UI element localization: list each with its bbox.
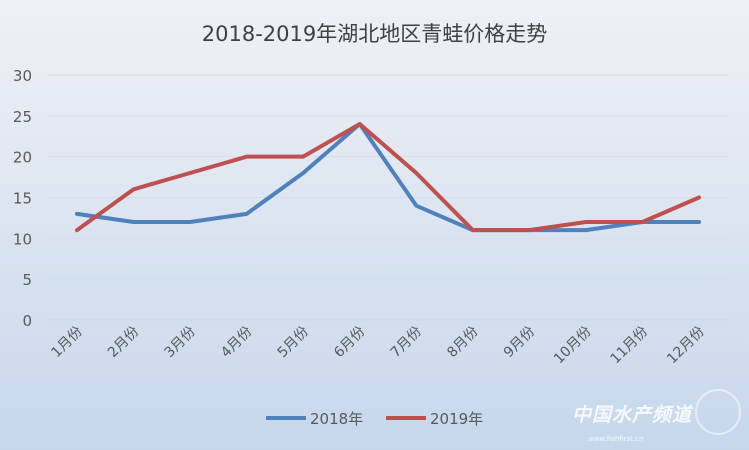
x-tick-label: 11月份 (608, 324, 652, 368)
x-tick-label: 1月份 (48, 324, 85, 361)
x-tick-label: 3月份 (161, 324, 198, 361)
y-tick-label: 10 (13, 230, 32, 248)
y-tick-label: 5 (22, 271, 32, 289)
watermark-url: www.fishfirst.cn (588, 435, 644, 443)
x-tick-label: 7月份 (388, 324, 425, 361)
y-tick-label: 30 (13, 67, 32, 85)
watermark-logo: 中国水产频道 (572, 404, 693, 426)
chart-title: 2018-2019年湖北地区青蛙价格走势 (201, 22, 548, 46)
x-tick-label: 6月份 (331, 324, 368, 361)
legend-label: 2018年 (310, 410, 363, 428)
y-tick-label: 20 (13, 149, 32, 167)
y-tick-label: 25 (13, 108, 32, 126)
series-line-2018年 (75, 122, 701, 233)
y-tick-label: 15 (13, 190, 32, 208)
legend-label: 2019年 (430, 410, 483, 428)
x-tick-label: 10月份 (551, 324, 595, 368)
x-tick-label: 2月份 (105, 324, 142, 361)
series-line-2019年 (75, 122, 701, 233)
x-tick-label: 12月份 (664, 324, 708, 368)
x-tick-label: 4月份 (218, 324, 255, 361)
globe-icon (695, 389, 741, 435)
x-tick-label: 8月份 (444, 324, 481, 361)
y-tick-label: 0 (22, 312, 32, 330)
x-tick-label: 9月份 (501, 324, 538, 361)
x-tick-label: 5月份 (275, 324, 312, 361)
